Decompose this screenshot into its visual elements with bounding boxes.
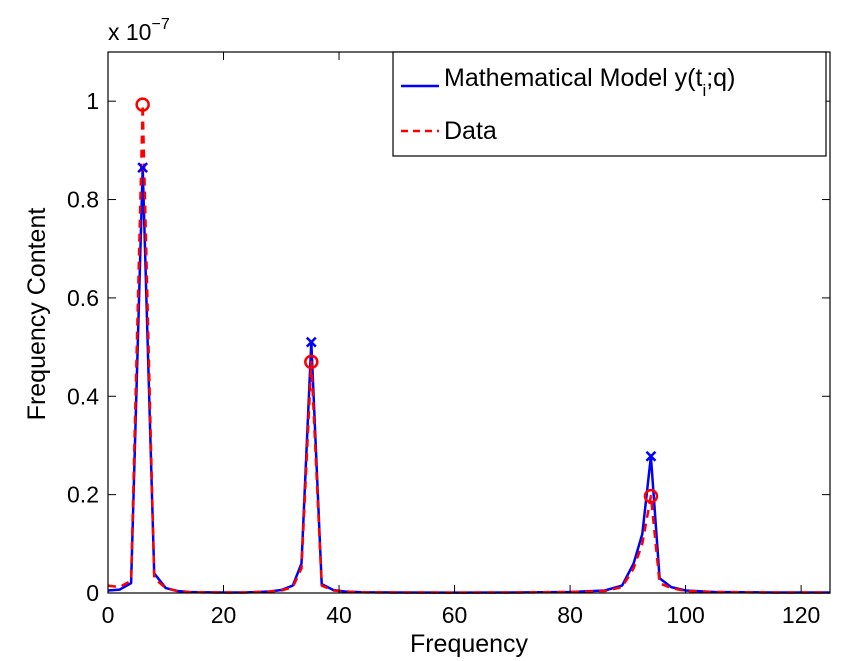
legend-model-label: Mathematical Model y(ti;q) (444, 64, 735, 100)
y-axis-scale-factor: x 10−7 (108, 16, 170, 45)
axis-ticks: 0 20 40 60 80 100 120 0 0.2 0.4 0.6 0.8 1 (67, 52, 830, 628)
data-peak-marker (135, 97, 150, 112)
y-tick-label: 1 (86, 88, 99, 114)
x-tick-label: 20 (211, 602, 237, 628)
x-tick-label: 60 (442, 602, 468, 628)
legend: Mathematical Model y(ti;q) Data (392, 51, 827, 157)
legend-model-sub: i (702, 81, 706, 100)
y-tick-label: 0.2 (67, 482, 99, 508)
y-tick-label: 0.6 (67, 285, 99, 311)
x-axis-title: Frequency (410, 630, 529, 658)
y-tick-label: 0.4 (67, 383, 99, 409)
x-tick-label: 100 (666, 602, 704, 628)
data-peak-marker (643, 488, 659, 504)
legend-box (392, 51, 827, 157)
legend-model-tail: ;q) (706, 64, 735, 92)
model-peak-marker (645, 450, 657, 462)
y-tick-label: 0.8 (67, 187, 99, 213)
model-peak-marker (137, 162, 149, 173)
series-layer (107, 97, 830, 594)
x-tick-label: 0 (102, 602, 115, 628)
y-scale-base: x 10 (108, 19, 151, 45)
y-scale-exponent: −7 (151, 16, 169, 33)
y-axis-title: Frequency Content (23, 208, 51, 421)
x-tick-label: 40 (326, 602, 352, 628)
x-tick-label: 80 (557, 602, 583, 628)
legend-model-main: Mathematical Model y(t (444, 64, 702, 92)
x-tick-label: 120 (782, 602, 820, 628)
legend-data-label: Data (444, 117, 497, 145)
data-series-line (107, 103, 830, 594)
model-series-line (107, 166, 830, 594)
data-peak-marker (304, 354, 319, 370)
model-peak-marker (305, 336, 317, 348)
y-tick-label: 0 (86, 580, 99, 606)
